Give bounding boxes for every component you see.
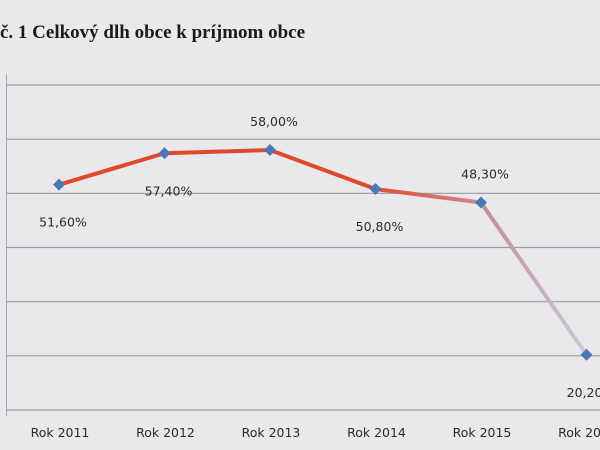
x-tick-label: Rok 2013: [242, 425, 301, 440]
x-tick-label: Rok 2015: [453, 425, 512, 440]
data-label: 58,00%: [250, 114, 298, 129]
x-tick-label: Rok 2014: [347, 425, 406, 440]
series-line: [57, 148, 589, 357]
x-tick-label: Rok 2012: [136, 425, 195, 440]
data-label: 51,60%: [39, 215, 87, 230]
x-tick-label: Rok 2016: [558, 425, 600, 440]
data-label: 48,30%: [461, 167, 509, 182]
data-label: 57,40%: [145, 183, 193, 198]
data-label: 20,20%: [567, 385, 600, 400]
data-label: 50,80%: [356, 219, 404, 234]
chart-title: č. 1 Celkový dlh obce k príjmom obce: [0, 22, 306, 43]
data-point-marker: [475, 196, 487, 209]
x-tick-label: Rok 2011: [31, 425, 90, 440]
data-point-marker: [53, 178, 65, 191]
data-point-marker: [158, 147, 171, 160]
data-point-marker: [580, 348, 593, 361]
data-point-marker: [369, 183, 382, 195]
plot-left-border: [6, 74, 7, 416]
data-point-marker: [264, 144, 276, 156]
